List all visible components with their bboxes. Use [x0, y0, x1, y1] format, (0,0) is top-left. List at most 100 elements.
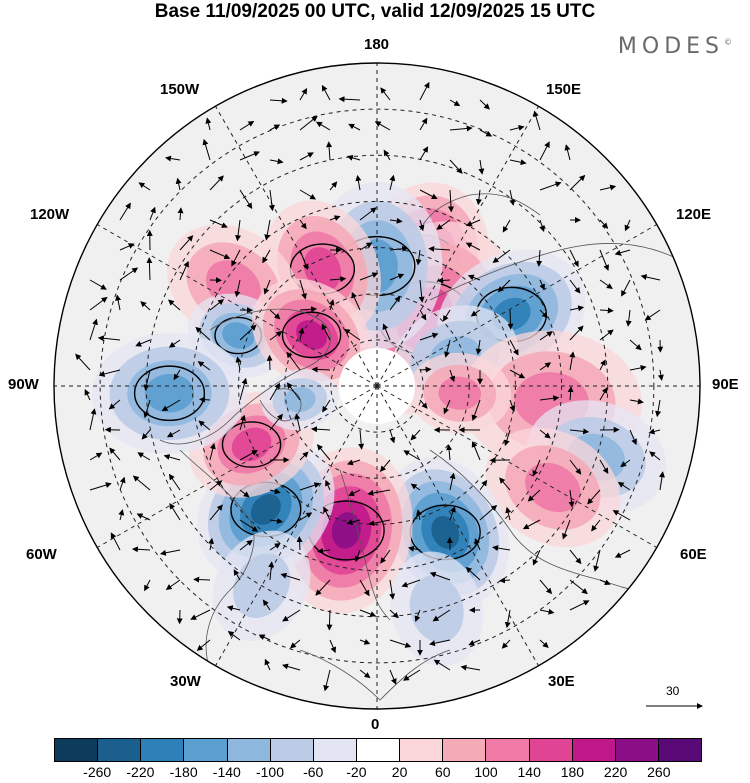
wind-arrow: [389, 639, 412, 648]
wind-arrow: [89, 452, 103, 461]
wind-arrow: [415, 249, 422, 266]
wind-arrow: [343, 328, 361, 341]
wind-arrow: [599, 387, 608, 401]
wind-arrow: [239, 120, 255, 131]
wind-arrow: [465, 219, 481, 227]
wind-arrow: [141, 429, 151, 440]
map-border: [53, 62, 701, 710]
wind-arrow: [84, 388, 91, 401]
wind-arrow: [269, 331, 283, 341]
wind-arrow: [379, 459, 391, 472]
wind-arrow: [599, 359, 606, 371]
wind-arrow: [479, 129, 493, 137]
wind-arrow: [196, 639, 211, 651]
wind-arrow: [143, 369, 151, 391]
wind-arrow: [115, 294, 122, 311]
meridian-line: [97, 385, 378, 548]
colorbar-tick-label: 20: [391, 764, 408, 780]
colorbar-bin: [529, 739, 573, 761]
wind-arrow: [569, 279, 581, 294]
wind-arrow: [599, 329, 614, 341]
wind-arrow: [149, 206, 156, 221]
wind-arrow: [315, 579, 331, 596]
lon-label-150e: 150E: [546, 81, 582, 98]
wind-arrow: [282, 663, 301, 671]
wind-arrow: [239, 519, 259, 532]
wind-arrow: [98, 369, 121, 377]
wind-arrow: [569, 174, 586, 191]
wind-arrow: [165, 155, 181, 162]
wind-arrow: [131, 546, 151, 553]
wind-arrow: [428, 245, 451, 252]
wind-arrow: [532, 459, 541, 477]
contour-line: [281, 311, 342, 359]
wind-arrow: [179, 235, 194, 251]
wind-arrow: [569, 249, 579, 268]
negative-anomaly: [144, 374, 195, 413]
wind-arrow: [338, 96, 361, 103]
wind-arrow: [629, 339, 642, 351]
wind-arrow: [359, 272, 379, 281]
wind-arrow: [536, 249, 543, 267]
wind-arrow: [299, 88, 308, 101]
colorbar-bin: [270, 739, 314, 761]
wind-arrow: [89, 279, 107, 290]
wind-arrow: [97, 335, 121, 342]
wind-arrow: [367, 489, 391, 496]
wind-arrow: [443, 399, 451, 415]
wind-arrow: [501, 639, 511, 649]
wind-arrow: [389, 245, 409, 252]
wind-arrow: [479, 479, 488, 491]
wind-arrow: [209, 504, 223, 521]
wind-arrow: [539, 279, 545, 291]
wind-arrow: [401, 579, 421, 588]
wind-arrow: [657, 369, 664, 381]
wind-arrow: [239, 324, 257, 341]
wind-arrow: [432, 609, 451, 622]
wind-arrow: [389, 217, 403, 224]
wind-arrow: [311, 366, 331, 373]
wind-arrow: [190, 609, 211, 620]
wind-arrow: [539, 639, 549, 648]
colorbar-tick-label: 140: [517, 764, 541, 780]
wind-arrow: [173, 369, 181, 381]
wind-arrow: [449, 506, 456, 521]
wind-arrow: [137, 452, 151, 461]
wind-arrow: [599, 459, 609, 475]
wind-arrow: [442, 309, 451, 322]
wind-arrow: [329, 276, 347, 283]
colorbar-bin: [227, 739, 271, 761]
wind-arrow: [419, 309, 427, 321]
wind-arrow: [358, 429, 365, 450]
wind-arrow: [629, 364, 647, 371]
wind-arrow: [89, 408, 97, 431]
wind-arrow: [475, 339, 482, 355]
lon-label-120w: 120W: [30, 206, 70, 223]
wind-arrow: [355, 174, 362, 191]
wind-arrow: [474, 538, 481, 551]
wind-arrow: [539, 608, 555, 615]
colorbar-bin: [98, 739, 142, 761]
wind-arrow: [348, 123, 361, 131]
wind-arrow: [539, 219, 545, 232]
wind-arrow: [269, 158, 284, 165]
wind-arrow: [599, 184, 617, 191]
wind-arrow: [467, 274, 481, 281]
wind-arrow: [299, 306, 318, 313]
wind-arrow: [429, 639, 451, 647]
wind-arrow: [266, 354, 273, 371]
wind-arrow: [539, 362, 552, 371]
latitude-circle: [330, 339, 424, 433]
wind-arrow: [497, 279, 511, 293]
meridian-line: [376, 106, 539, 387]
wind-arrow: [614, 549, 631, 558]
wind-arrow: [629, 398, 644, 405]
wind-arrow: [239, 151, 260, 161]
wind-arrow: [562, 519, 571, 540]
wind-arrow: [532, 549, 541, 566]
wind-arrow: [109, 447, 121, 461]
colorbar-tick-label: 220: [603, 764, 628, 780]
wind-arrow: [165, 579, 181, 590]
colorbar-tick-label: -140: [212, 764, 241, 780]
wind-arrow: [359, 639, 371, 645]
